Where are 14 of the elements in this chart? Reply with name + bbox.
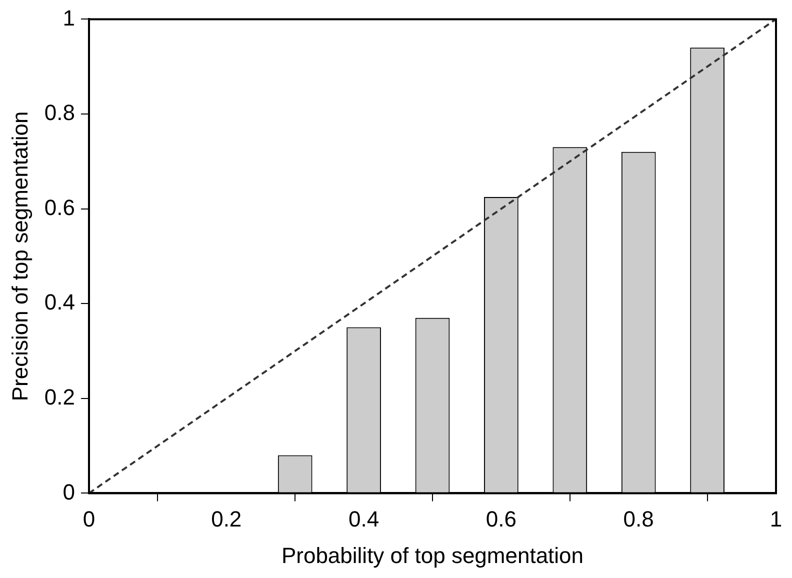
x-axis-title: Probability of top segmentation bbox=[281, 542, 584, 568]
y-tick-label: 0.6 bbox=[44, 194, 75, 220]
y-tick-label: 0.2 bbox=[44, 384, 75, 410]
x-tick-label: 0.6 bbox=[486, 506, 516, 532]
x-tick-label: 1 bbox=[770, 506, 782, 532]
x-tick-label: 0.2 bbox=[211, 506, 242, 532]
y-tick-label: 0 bbox=[62, 479, 75, 504]
x-tick-label: 0.4 bbox=[348, 506, 380, 532]
y-tick-label: 0.4 bbox=[44, 290, 75, 315]
y-tick-label: 1 bbox=[62, 5, 75, 30]
x-tick-label: 0 bbox=[82, 506, 96, 532]
x-tick-label: 0.8 bbox=[623, 506, 654, 532]
y-tick-label: 0.8 bbox=[44, 100, 75, 126]
y-axis-title: Precision of top segmentation bbox=[7, 111, 32, 402]
